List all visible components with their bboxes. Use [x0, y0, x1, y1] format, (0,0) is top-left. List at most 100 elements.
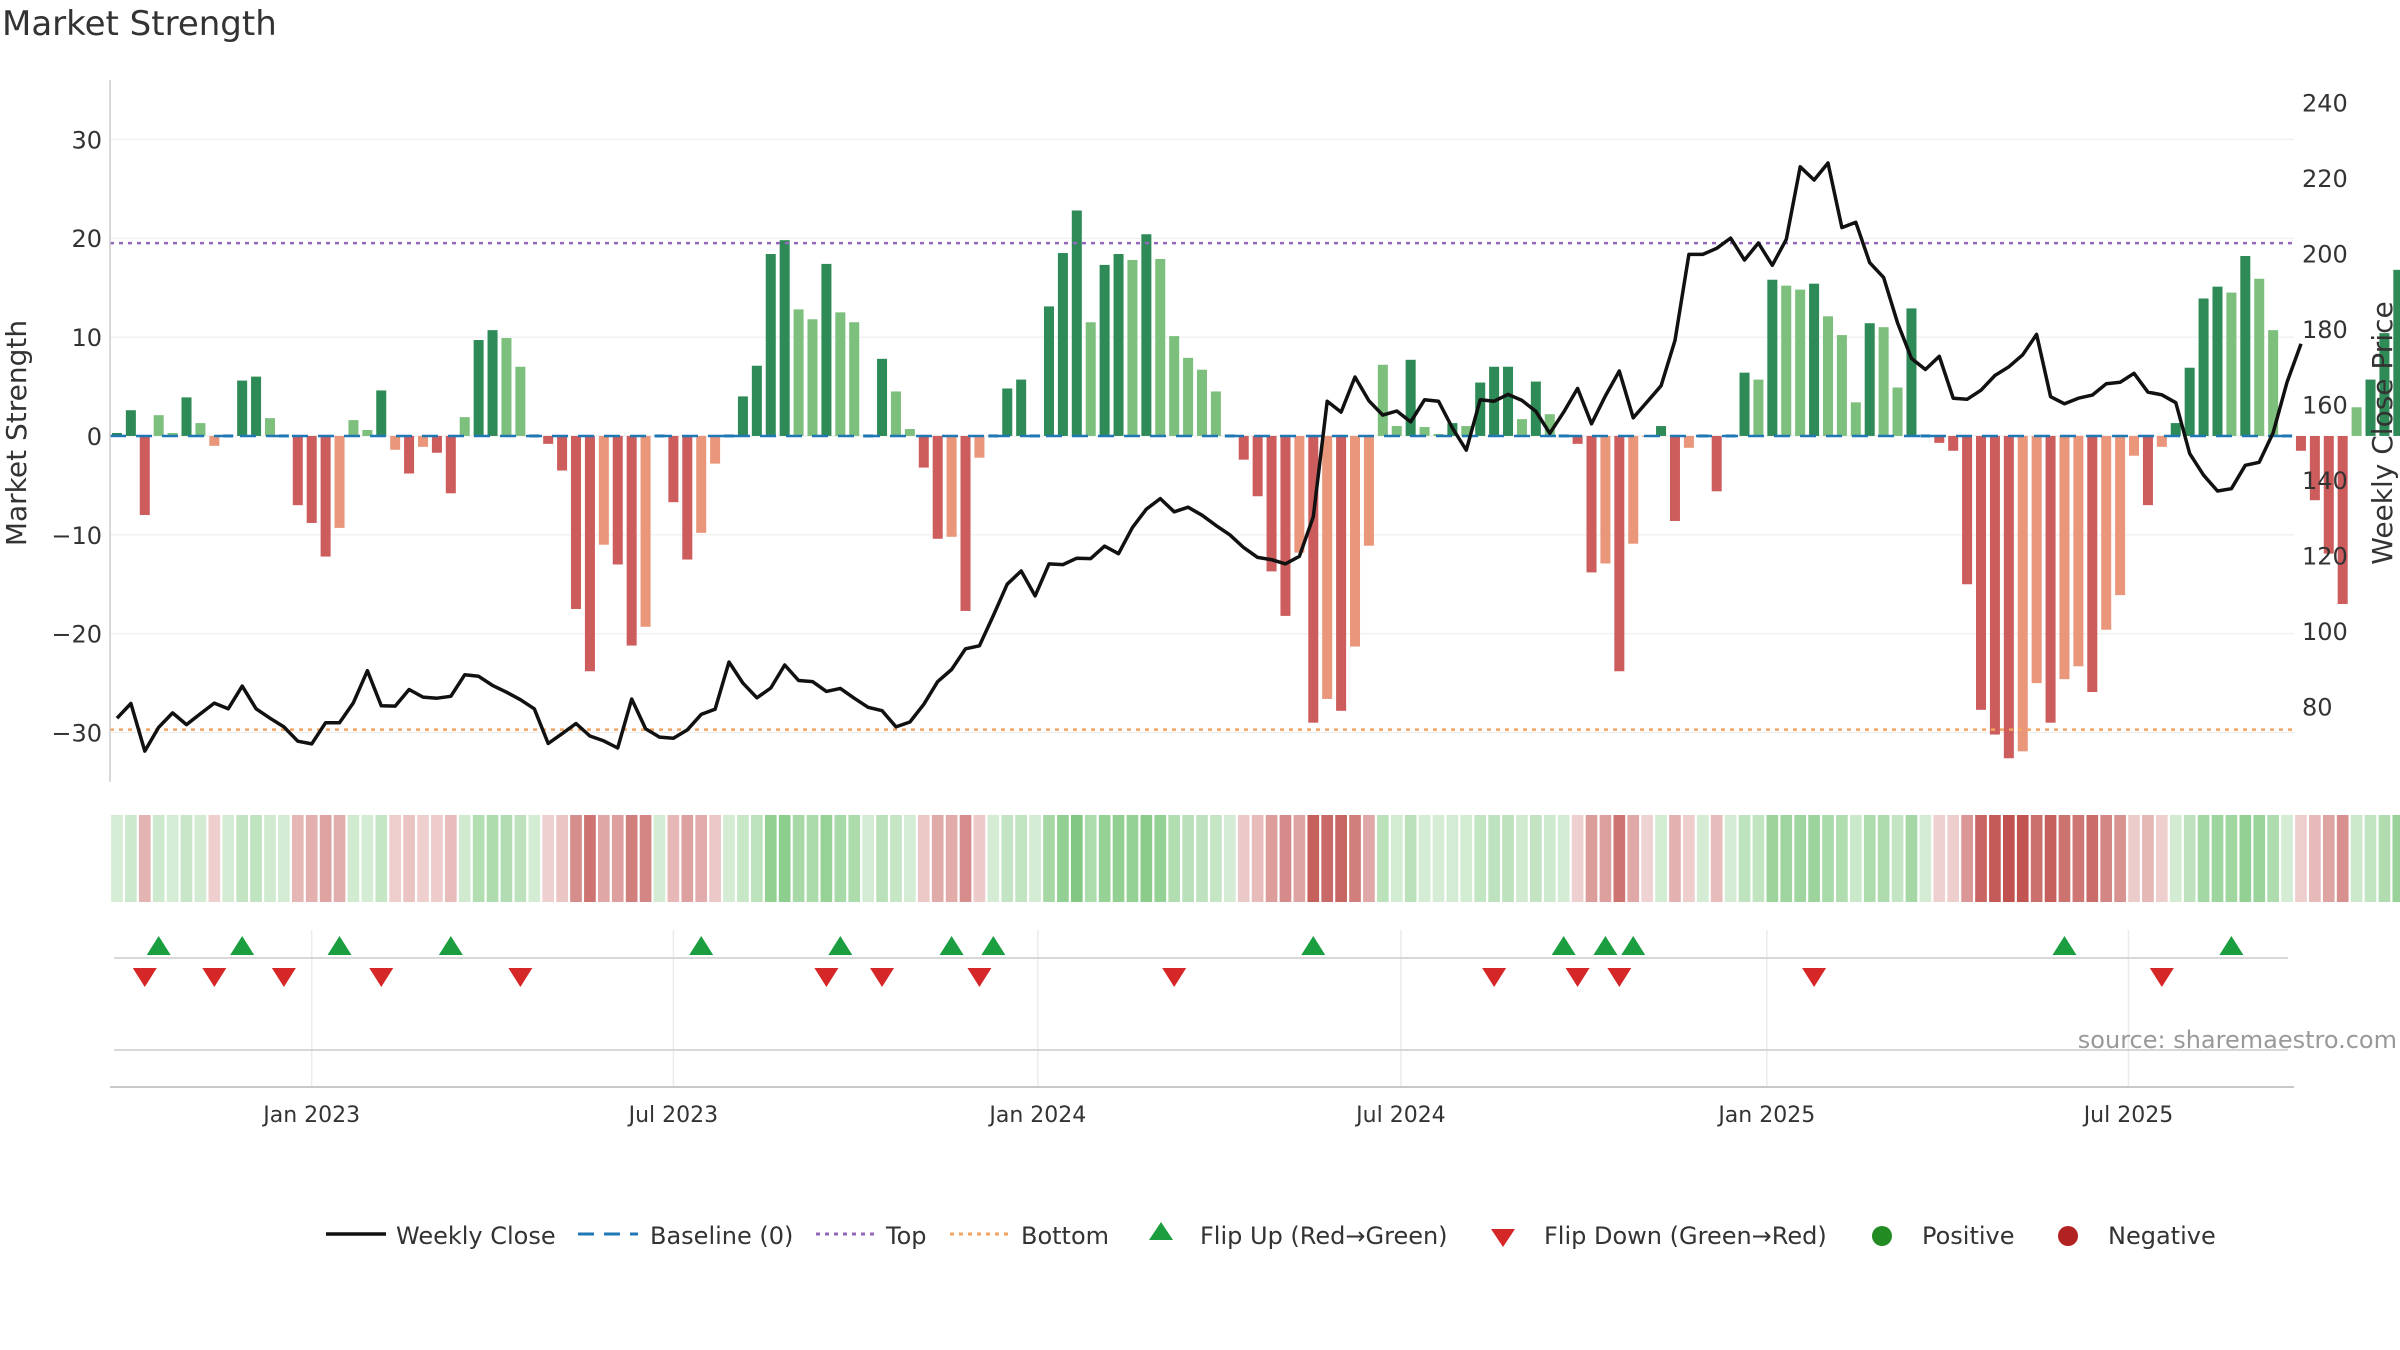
strength-strip-cell	[2142, 815, 2154, 902]
strength-strip-cell	[1696, 815, 1709, 902]
strength-bar	[1196, 369, 1208, 436]
strength-strip-cell	[1975, 815, 1987, 902]
strength-bar	[320, 435, 331, 557]
strength-bar	[2142, 435, 2153, 506]
strength-strip-cell	[1822, 815, 1834, 902]
x-tick-label: Jan 2023	[261, 1103, 360, 1128]
strength-strip-cell	[2072, 815, 2085, 902]
strength-bar	[2323, 435, 2334, 554]
strength-strip-cell	[1502, 815, 1514, 902]
strength-bar	[2365, 379, 2376, 436]
strength-bar	[1614, 435, 1625, 672]
strength-bar	[682, 435, 693, 560]
strength-strip-cell	[2225, 815, 2238, 902]
strength-bar	[557, 435, 568, 471]
legend: Weekly Close Baseline (0) Top Bottom Fli…	[326, 1222, 2216, 1250]
strength-bar	[960, 435, 971, 611]
strength-bar	[2059, 435, 2070, 680]
strength-strip-cell	[1376, 815, 1389, 902]
strength-bar	[1057, 253, 1068, 436]
flip-up-marker	[230, 936, 255, 955]
strength-heat-strip	[111, 815, 2400, 902]
strength-bar	[1753, 379, 1764, 436]
strength-strip-cell	[264, 815, 276, 902]
strength-strip-cell	[1237, 815, 1250, 902]
legend-positive-icon	[1872, 1226, 1892, 1246]
y-left-tick-label: 30	[71, 126, 102, 154]
strength-strip-cell	[1599, 815, 1612, 902]
strength-bar	[1099, 264, 1110, 436]
strength-bar	[751, 365, 762, 436]
strength-strip-cell	[764, 815, 777, 902]
strength-strip-cell	[625, 815, 638, 902]
strength-strip-cell	[2253, 815, 2266, 902]
strength-bar	[1934, 435, 1945, 443]
strength-bar	[1210, 391, 1221, 436]
strength-strip-cell	[904, 815, 916, 902]
y-right-tick-label: 180	[2302, 316, 2348, 344]
strength-bar	[1586, 435, 1597, 573]
strength-strip-cell	[1307, 815, 1320, 902]
legend-negative-icon	[2058, 1226, 2078, 1246]
strength-strip-cell	[305, 815, 318, 902]
strength-strip-cell	[111, 815, 123, 902]
strength-bars	[111, 210, 2400, 759]
strength-bar	[306, 435, 317, 523]
strength-bar	[334, 435, 345, 528]
strength-strip-cell	[1794, 815, 1807, 902]
strength-bar	[348, 420, 359, 436]
strength-bar	[807, 319, 818, 436]
strength-strip-cell	[737, 815, 749, 902]
strength-strip-cell	[1808, 815, 1820, 902]
strength-strip-cell	[1710, 815, 1723, 902]
strength-bar	[1516, 419, 1527, 436]
strength-strip-cell	[1947, 815, 1960, 902]
strength-strip-cell	[1112, 815, 1125, 902]
x-tick-label: Jan 2025	[1716, 1103, 1815, 1128]
strength-bar	[1864, 323, 1875, 436]
strength-strip-cell	[1446, 815, 1459, 902]
strength-strip-cell	[1724, 815, 1737, 902]
strength-strip-cell	[1530, 815, 1542, 902]
strength-bar	[2309, 435, 2320, 501]
strength-strip-cell	[333, 815, 346, 902]
strength-strip-cell	[2295, 815, 2307, 902]
strength-bar	[1350, 435, 1361, 647]
y-right-tick-label: 120	[2302, 543, 2348, 571]
strength-strip-cell	[2309, 815, 2321, 902]
strength-bar	[1322, 435, 1333, 699]
legend-flip-up-label: Flip Up (Red→Green)	[1200, 1222, 1448, 1250]
strength-bar	[1530, 381, 1541, 436]
strength-strip-cell	[152, 815, 165, 902]
strength-strip-cell	[291, 815, 304, 902]
strength-strip-cell	[138, 815, 151, 902]
strength-bar	[1669, 435, 1680, 521]
strength-bar	[1308, 435, 1319, 723]
strength-strip-cell	[2350, 815, 2363, 902]
strength-strip-cell	[2058, 815, 2071, 902]
strength-bar	[1127, 259, 1138, 436]
strength-bar	[264, 418, 275, 436]
strength-bar	[1391, 426, 1402, 436]
strength-strip-cell	[2183, 815, 2196, 902]
legend-negative-label: Negative	[2108, 1222, 2216, 1250]
strength-strip-cell	[1877, 815, 1890, 902]
strength-bar	[1419, 427, 1430, 436]
x-axis: Jan 2023 Jul 2023 Jan 2024 Jul 2024 Jan 2025…	[110, 1049, 2294, 1128]
strength-bar	[404, 435, 415, 474]
strength-strip-cell	[1989, 815, 2001, 902]
legend-weekly-close-label: Weekly Close	[396, 1222, 556, 1250]
strength-strip-cell	[1043, 815, 1055, 902]
strength-bar	[390, 435, 401, 450]
legend-flip-up-icon	[1149, 1222, 1173, 1240]
strength-bar	[1461, 426, 1472, 436]
flip-down-marker	[814, 968, 839, 987]
flip-down-marker	[1162, 968, 1187, 987]
strength-bar	[111, 432, 122, 436]
strength-bar	[584, 435, 595, 672]
flip-up-marker	[2219, 936, 2244, 955]
strength-bar	[1183, 357, 1194, 436]
strength-strip-cell	[1641, 815, 1653, 902]
strength-bar	[1155, 258, 1166, 436]
strength-strip-cell	[1585, 815, 1598, 902]
